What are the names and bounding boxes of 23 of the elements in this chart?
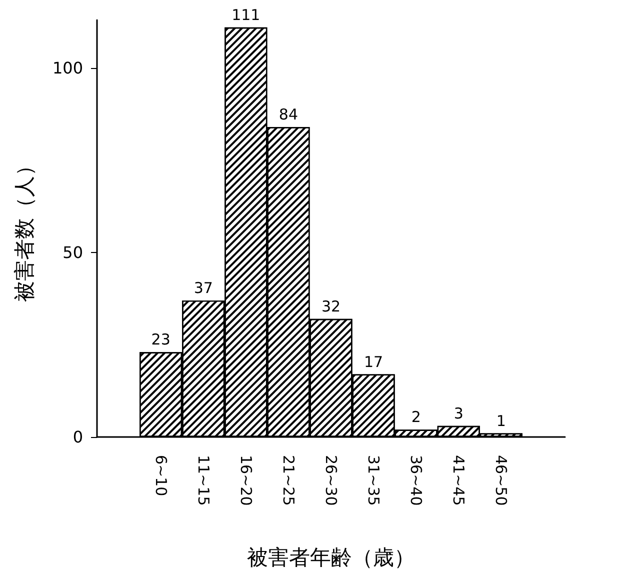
y-axis-title: 被害者数（人）: [12, 155, 36, 302]
x-tick-label: 26~30: [322, 455, 340, 506]
data-label: 2: [411, 408, 421, 426]
x-tick-label: 31~35: [364, 455, 383, 506]
data-label: 37: [194, 278, 213, 297]
data-label: 1: [496, 412, 506, 430]
data-label: 111: [232, 6, 260, 24]
y-tick-label: 0: [72, 428, 83, 446]
data-label: 3: [454, 404, 464, 422]
x-tick-label: 41~45: [450, 455, 468, 506]
x-tick-label: 16~20: [236, 455, 255, 506]
x-tick-label: 6~10: [152, 455, 170, 496]
data-label: 23: [151, 330, 170, 349]
x-tick-label: 11~15: [194, 455, 212, 506]
data-label: 17: [364, 352, 384, 371]
y-tick-label: 50: [62, 242, 83, 262]
data-label: 84: [278, 106, 298, 124]
x-axis-title: 被害者年齢（歳）: [247, 546, 415, 570]
x-tick-label: 36~40: [407, 455, 426, 506]
x-tick-label: 21~25: [279, 455, 298, 506]
data-label: 32: [321, 297, 341, 316]
y-tick-label: 100: [52, 58, 83, 78]
x-tick-label: 46~50: [492, 455, 510, 506]
